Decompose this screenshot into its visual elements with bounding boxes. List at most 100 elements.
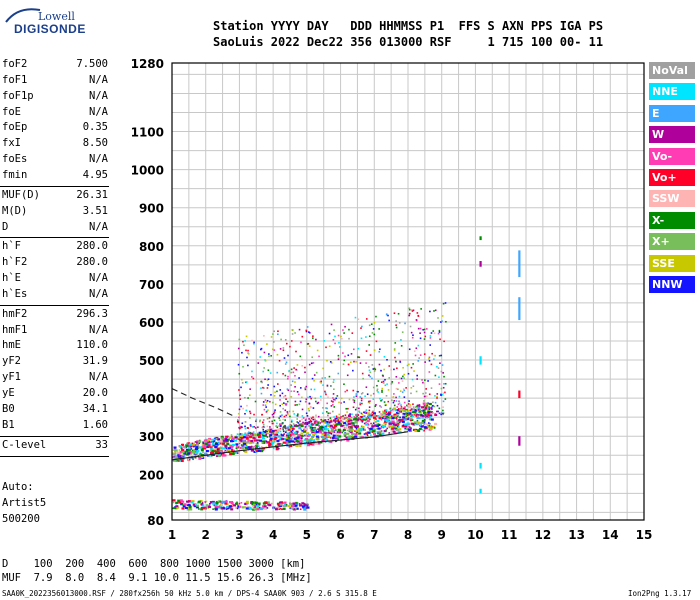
echo-point [281,422,284,425]
echo-point [422,421,426,424]
echo-point [416,429,420,432]
echo-point [275,448,279,451]
echo-point [304,422,308,425]
echo-point [292,502,296,505]
echo-point [216,442,220,445]
echo-point [438,383,441,385]
echo-point [427,380,429,382]
echo-point [393,393,395,395]
echo-point [388,420,392,423]
echo-point [286,426,290,429]
echo-point [244,503,247,505]
echo-point [385,429,387,431]
echo-point [212,502,216,505]
echo-point [260,445,263,448]
echo-point [194,456,197,459]
echo-point [258,420,261,423]
echo-point [343,401,345,403]
echo-point [181,449,185,452]
echo-point [422,402,426,405]
echo-point [311,428,315,431]
echo-point [376,419,380,423]
echo-point [400,420,402,423]
echo-point [270,502,273,505]
echo-point [337,421,341,424]
echo-point [176,451,180,454]
echo-point [187,449,191,452]
echo-point [187,458,190,461]
echo-point [321,421,323,423]
echo-point [267,369,270,372]
echo-point [210,447,213,450]
echo-point [354,316,357,319]
echo-point [190,500,193,502]
echo-point [300,341,302,344]
echo-point [257,362,260,364]
echo-point [429,411,433,414]
echo-point [410,309,413,311]
echo-point [428,424,431,427]
echo-point [361,436,365,439]
echo-point [438,407,441,410]
echo-point [260,387,262,389]
echo-point [244,420,247,423]
echo-point [262,428,265,431]
echo-point [421,428,424,431]
echo-point [174,451,176,453]
echo-point [417,406,421,410]
echo-point [335,440,338,442]
echo-point [310,420,313,423]
echo-point [387,424,391,428]
echo-point [304,434,306,437]
echo-point [392,407,396,410]
echo-point [379,348,381,351]
echo-point [330,433,333,435]
echo-point [225,447,228,450]
echo-point [286,388,289,390]
echo-point [241,382,244,384]
echo-point [365,409,368,411]
echo-point [286,432,290,435]
echo-point [330,400,333,402]
echo-point [410,387,413,389]
echo-point [306,415,309,417]
echo-point [305,330,308,333]
echo-point [220,501,223,503]
echo-point [277,330,279,333]
echo-point [219,505,223,508]
echo-point [286,411,289,413]
echo-point [239,433,243,436]
echo-point [335,419,339,422]
echo-point [310,397,312,400]
echo-point [404,414,406,417]
echo-point [241,422,244,425]
echo-point [347,414,351,417]
echo-point [174,448,176,450]
echo-point [191,451,195,454]
echo-point [269,437,273,440]
echo-point [231,437,235,440]
echo-point [273,330,275,333]
echo-point [255,449,257,451]
echo-point [380,399,382,402]
echo-point [423,395,426,398]
echo-point [304,426,307,428]
echo-point [290,395,293,398]
echo-point [315,414,317,417]
echo-point [291,440,295,443]
echo-point [253,341,255,344]
echo-point [429,337,432,339]
echo-point [181,507,185,510]
echo-point [362,428,366,431]
echo-point [295,444,299,447]
echo-point [346,389,348,392]
echo-point [303,429,306,431]
echo-point [435,410,438,413]
echo-point [188,500,192,503]
echo-point [313,427,317,430]
echo-point [223,444,226,446]
echo-point [262,404,265,406]
echo-point [422,425,424,427]
echo-point [268,443,272,446]
echo-point [417,360,420,362]
